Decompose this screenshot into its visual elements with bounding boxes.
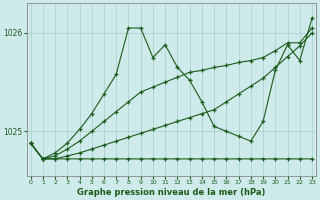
X-axis label: Graphe pression niveau de la mer (hPa): Graphe pression niveau de la mer (hPa)	[77, 188, 266, 197]
